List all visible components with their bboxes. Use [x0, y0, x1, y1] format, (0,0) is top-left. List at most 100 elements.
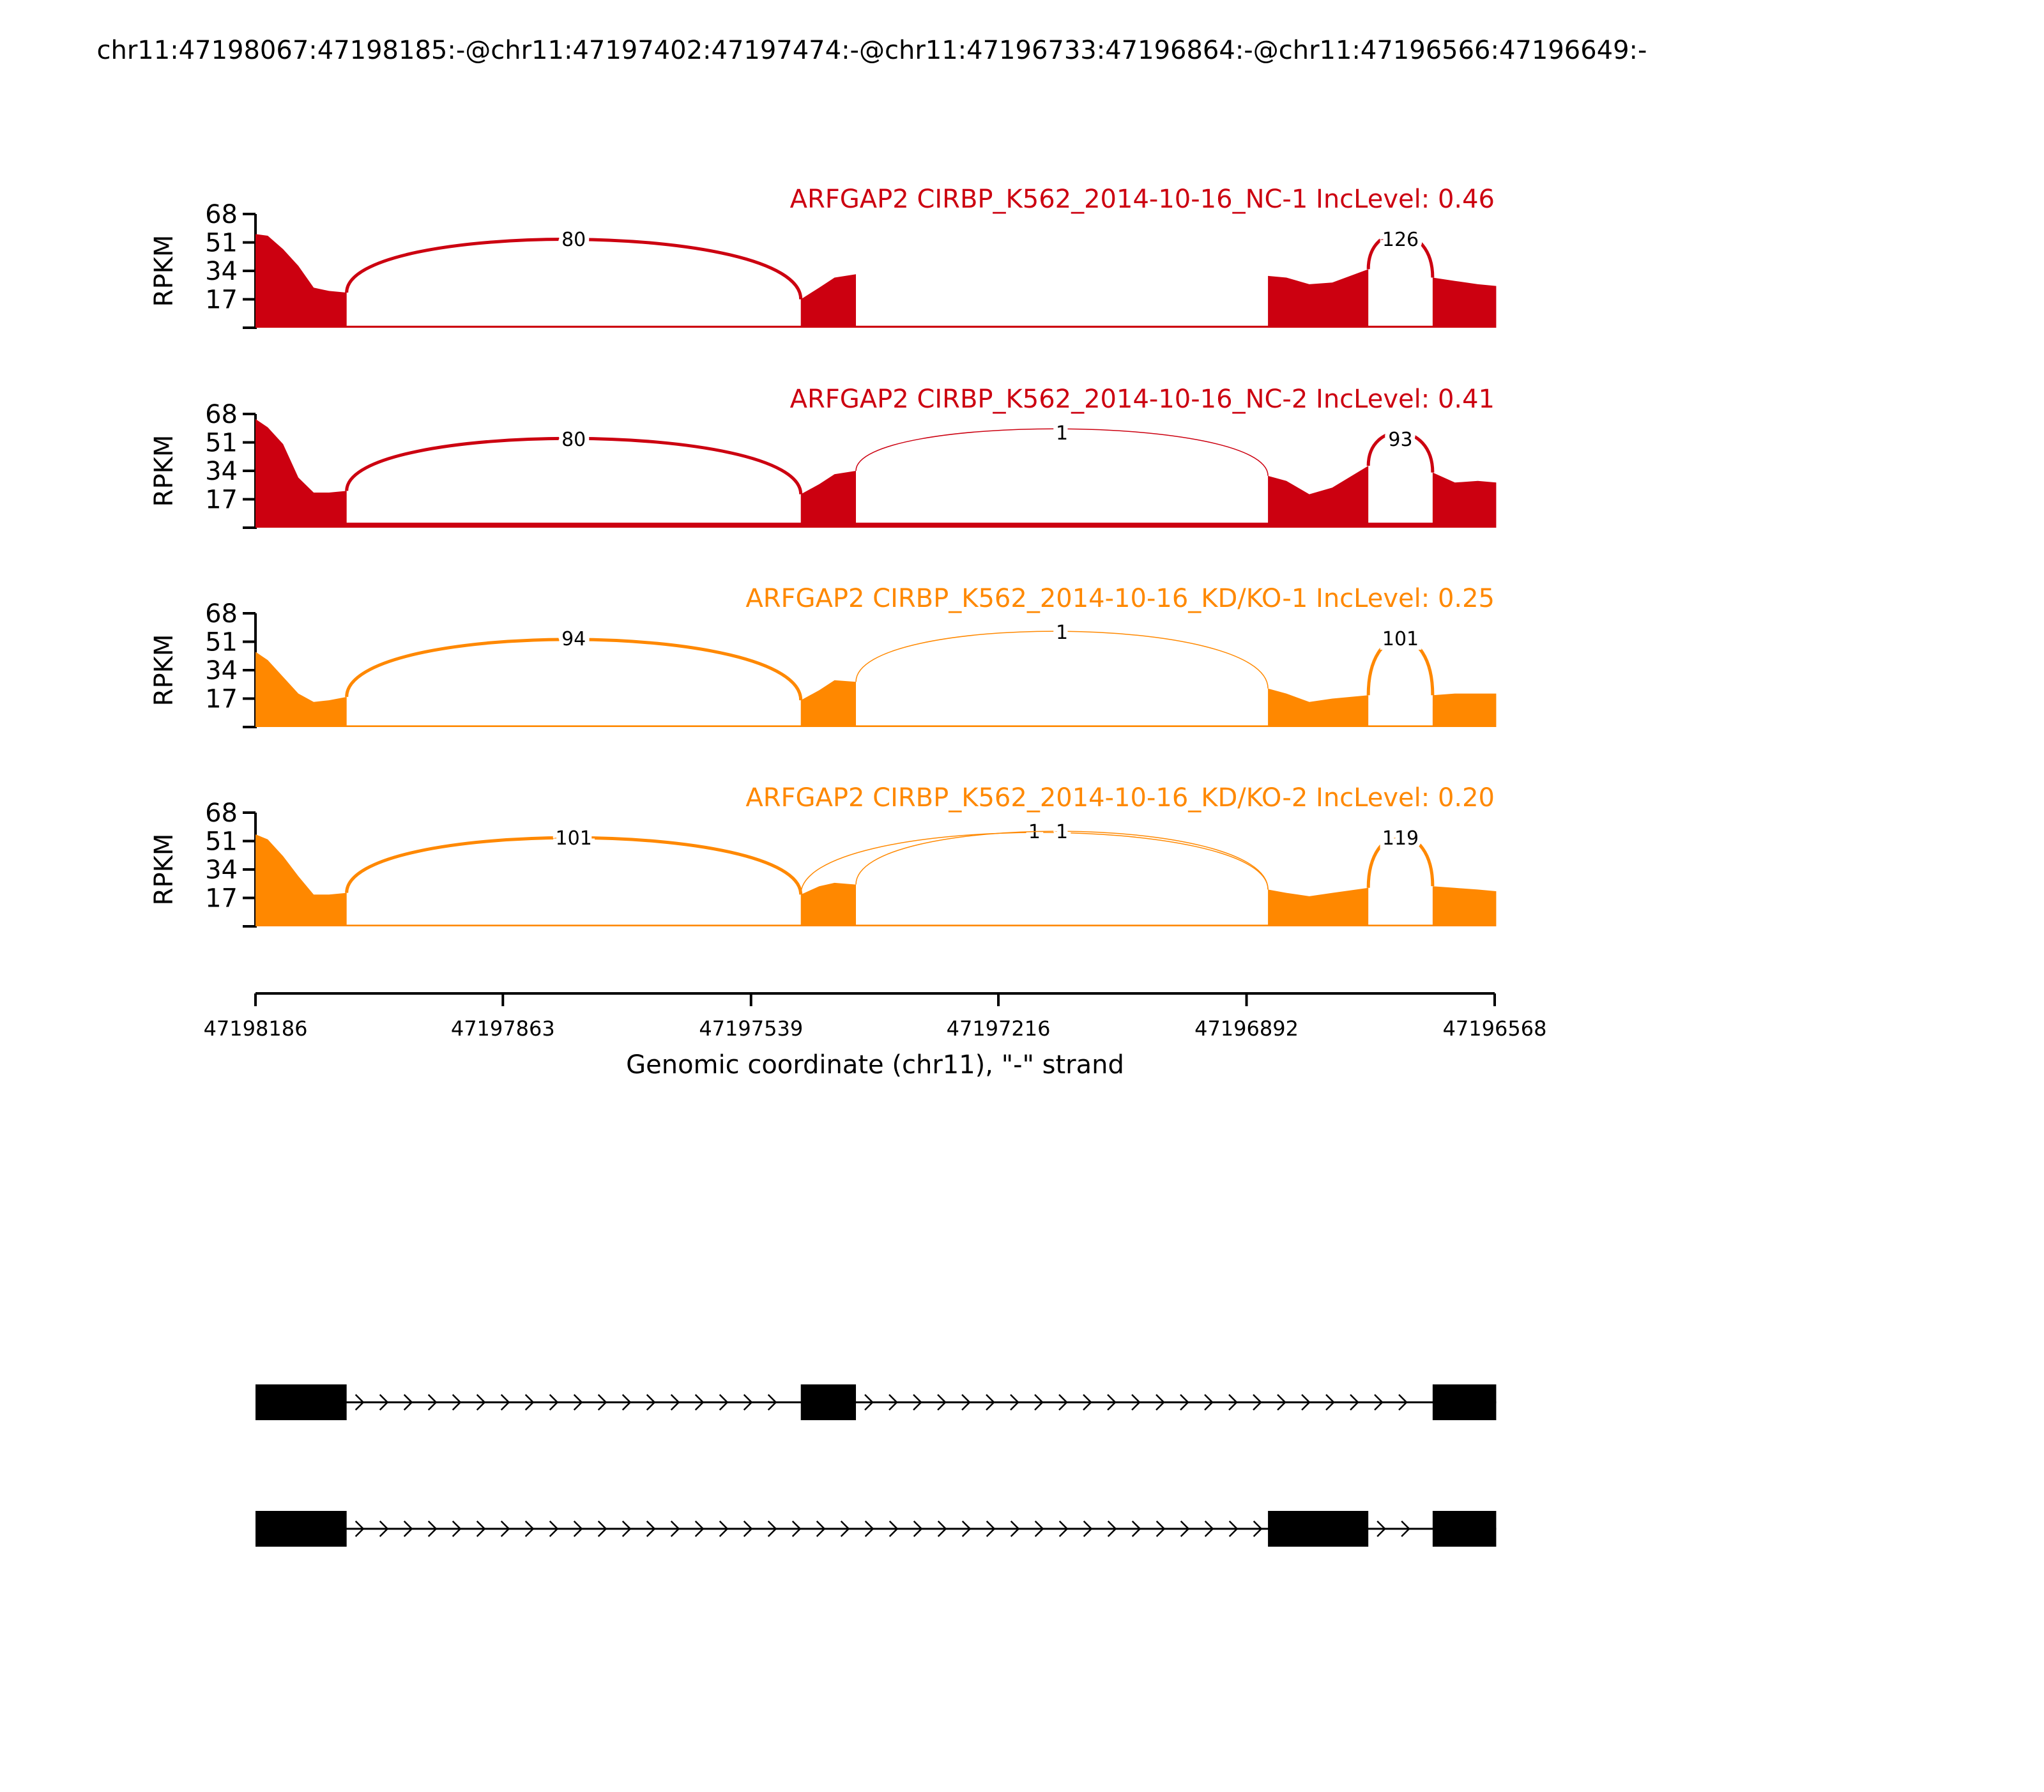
junction-arc-2 — [855, 631, 1269, 689]
strand-chevron — [427, 1394, 438, 1411]
exon-coverage-1 — [256, 418, 347, 528]
panel-title: ARFGAP2 CIRBP_K562_2014-10-16_NC-2 IncLe… — [790, 385, 1495, 414]
strand-chevron — [743, 1394, 753, 1411]
junction-arc-1 — [345, 836, 803, 895]
exon-coverage-1 — [256, 234, 347, 328]
strand-chevron — [1131, 1394, 1141, 1411]
strand-chevron — [646, 1394, 656, 1411]
x-tick-label: 47198186 — [204, 1016, 308, 1041]
y-tick-label: 51 — [205, 229, 238, 258]
strand-chevron — [1253, 1520, 1263, 1537]
exon-coverage-3 — [1268, 466, 1369, 528]
junction-count-label: 1 — [1028, 821, 1041, 843]
strand-chevron — [500, 1394, 510, 1411]
junction-count-label: 101 — [1382, 628, 1419, 650]
strand-chevron — [1253, 1394, 1262, 1411]
panel-title: ARFGAP2 CIRBP_K562_2014-10-16_NC-1 IncLe… — [790, 185, 1495, 214]
strand-chevron — [622, 1520, 632, 1537]
strand-chevron — [379, 1394, 389, 1411]
strand-chevron — [1107, 1394, 1117, 1411]
junction-arc-3 — [1366, 637, 1435, 696]
strand-chevron — [767, 1394, 777, 1411]
intron-coverage — [256, 725, 1495, 727]
exon-coverage-4 — [1432, 886, 1497, 926]
strand-chevron — [1228, 1394, 1238, 1411]
strand-chevron — [355, 1520, 365, 1537]
strand-chevron — [1398, 1394, 1408, 1411]
strand-chevron — [597, 1394, 607, 1411]
strand-chevron — [961, 1520, 972, 1537]
exon-coverage-1 — [256, 834, 347, 926]
isoform-track-exclusion — [256, 1511, 1497, 1547]
strand-chevron — [1058, 1394, 1068, 1411]
strand-chevron — [1228, 1520, 1239, 1537]
y-tick-label: 17 — [205, 486, 238, 515]
strand-chevron — [524, 1520, 535, 1537]
y-tick-label: 17 — [205, 884, 238, 914]
strand-chevron — [889, 1520, 899, 1537]
strand-chevron — [1058, 1520, 1069, 1537]
exon-coverage-4 — [1432, 472, 1497, 528]
intron-coverage — [256, 924, 1495, 926]
y-tick-label: 51 — [205, 827, 238, 857]
panel-title: ARFGAP2 CIRBP_K562_2014-10-16_KD/KO-2 In… — [745, 783, 1495, 813]
y-axis-label: RPKM — [149, 235, 179, 307]
junction-arc-1 — [345, 638, 803, 701]
x-axis: 47198186 47197863 47197539 47197216 47196892… — [204, 992, 1546, 1041]
y-tick-label: 34 — [205, 656, 238, 685]
strand-chevron — [1401, 1520, 1410, 1537]
strand-chevron — [549, 1394, 559, 1411]
panel-title: ARFGAP2 CIRBP_K562_2014-10-16_KD/KO-1 In… — [745, 584, 1495, 613]
isoform-exon-3 — [1432, 1384, 1497, 1420]
y-axis-label: RPKM — [149, 834, 179, 906]
strand-chevron — [961, 1394, 971, 1411]
strand-chevron — [1277, 1394, 1286, 1411]
isoform-exon-1 — [256, 1511, 347, 1547]
y-tick-label: 34 — [205, 257, 238, 286]
exon-coverage-1 — [256, 652, 347, 727]
strand-chevron — [816, 1520, 826, 1537]
isoform-tracks — [256, 1384, 1497, 1547]
y-tick-label: 51 — [205, 429, 238, 458]
strand-chevron — [791, 1520, 802, 1537]
strand-chevron — [694, 1394, 705, 1411]
strand-chevron — [452, 1520, 462, 1537]
exon-coverage-4 — [1432, 693, 1497, 727]
strand-chevron — [1204, 1520, 1214, 1537]
strand-chevron — [355, 1394, 365, 1411]
y-tick-label: 68 — [205, 200, 238, 229]
strand-chevron — [767, 1520, 777, 1537]
strand-chevron — [622, 1394, 632, 1411]
x-tick-label: 47196892 — [1194, 1016, 1299, 1041]
exon-coverage-3 — [1268, 688, 1369, 727]
y-tick-label: 17 — [205, 685, 238, 714]
exon-coverage-2 — [800, 471, 857, 528]
y-tick-label: 34 — [205, 457, 238, 486]
junction-count-label: 1 — [1056, 622, 1068, 644]
strand-chevron — [1155, 1394, 1165, 1411]
y-tick-label: 68 — [205, 400, 238, 429]
exon-coverage-2 — [800, 274, 857, 328]
strand-chevron — [840, 1520, 850, 1537]
strand-chevron — [476, 1520, 486, 1537]
junction-count-label: 126 — [1382, 229, 1419, 251]
strand-chevron — [913, 1520, 923, 1537]
strand-chevron — [1180, 1520, 1190, 1537]
isoform-exon-2 — [1268, 1511, 1369, 1547]
y-tick-label: 17 — [205, 286, 238, 315]
strand-chevron — [549, 1520, 559, 1537]
x-tick-label: 47197863 — [451, 1016, 555, 1041]
strand-chevron — [573, 1394, 583, 1411]
junction-count-label: 119 — [1382, 827, 1419, 850]
junction-arc-1 — [345, 436, 803, 494]
strand-chevron — [719, 1520, 729, 1537]
strand-chevron — [1010, 1394, 1019, 1411]
strand-chevron — [476, 1394, 486, 1411]
strand-chevron — [1350, 1394, 1359, 1411]
strand-chevron — [500, 1520, 510, 1537]
y-axis-label: RPKM — [149, 634, 179, 707]
